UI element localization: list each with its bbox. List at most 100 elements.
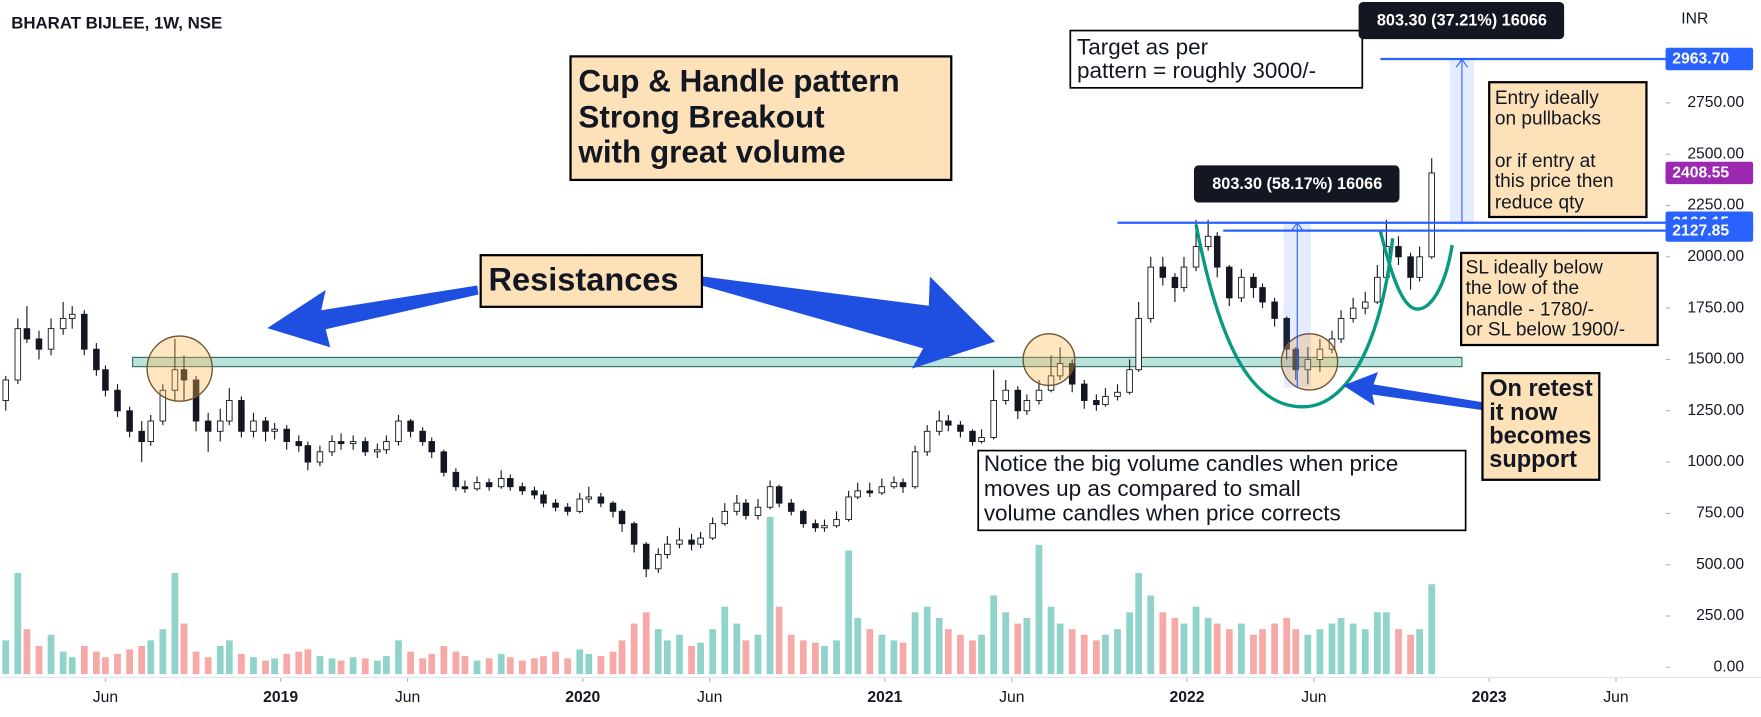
price-label-box: [1665, 219, 1754, 242]
volume-bar: [419, 658, 427, 675]
y-tick-label: 0.00: [1714, 659, 1745, 676]
candle-body: [1395, 246, 1402, 258]
volume-bar: [461, 656, 469, 675]
volume-bar: [1092, 640, 1100, 675]
candle-body: [1159, 266, 1167, 278]
x-tick-label: 2020: [565, 689, 600, 706]
volume-bar: [1292, 629, 1300, 675]
candle-body: [1047, 375, 1055, 391]
note-line: pattern = roughly 3000/-: [1077, 58, 1316, 83]
y-tick-label: 1000.00: [1687, 453, 1744, 470]
volume-bar: [944, 629, 952, 675]
highlight-circle: [146, 335, 213, 402]
volume-bar: [497, 653, 505, 675]
x-tick-label: 2021: [867, 689, 902, 706]
note-line: the low of the: [1466, 278, 1579, 299]
candle-body: [1292, 348, 1300, 371]
candle-body: [821, 525, 828, 529]
x-tick-label: Jun: [395, 689, 420, 706]
volume-bar: [1192, 606, 1200, 675]
candle-body: [349, 441, 357, 445]
volume-bar: [337, 660, 345, 675]
volume-bar: [225, 640, 233, 675]
candle-body: [23, 328, 31, 340]
volume-bar: [328, 658, 336, 675]
candle-body: [957, 424, 964, 432]
candle-body: [1204, 235, 1212, 248]
volume-bar: [1395, 629, 1402, 675]
stop-loss-note: SL ideally below the low of the handle -…: [1460, 251, 1659, 347]
volume-bar: [1328, 623, 1336, 675]
volume-bar: [1225, 629, 1233, 675]
volume-bar: [597, 656, 605, 675]
candle-body: [709, 523, 716, 539]
volume-bar: [138, 646, 146, 675]
volume-bar: [1304, 634, 1312, 675]
volume-bar: [585, 653, 593, 675]
volume-bar: [518, 660, 526, 675]
candle-body: [383, 441, 390, 451]
volume-bar: [733, 623, 741, 675]
x-tick-label: Jun: [697, 689, 722, 706]
volume-bar: [47, 634, 55, 675]
candle-body: [1374, 276, 1381, 303]
volume-bar: [428, 653, 436, 675]
y-tick-label: 1250.00: [1687, 402, 1744, 419]
candle-body: [407, 420, 414, 432]
candle-body: [59, 317, 67, 330]
candle-body: [1147, 266, 1154, 319]
volume-bar: [775, 606, 783, 675]
candle-body: [688, 539, 695, 545]
volume-bar: [630, 623, 638, 675]
volume-bar: [821, 646, 828, 675]
currency-label: INR: [1681, 10, 1708, 27]
volume-bar: [383, 656, 390, 675]
candle-body: [428, 441, 435, 453]
volume-bar: [59, 651, 67, 675]
arrow: [1343, 371, 1483, 411]
candle-body: [564, 506, 571, 512]
candle-body: [328, 441, 336, 453]
chart-title: BHARAT BIJLEE, 1W, NSE: [11, 13, 222, 32]
cup-curve: [1194, 224, 1395, 409]
volume-bar: [1416, 629, 1423, 675]
note-line: On retest: [1489, 375, 1593, 401]
volume-bar: [1171, 617, 1179, 675]
candle-body: [1283, 317, 1290, 350]
volume-bar: [373, 660, 381, 675]
candle-body: [1271, 301, 1278, 319]
note-line: Strong Breakout: [578, 100, 825, 135]
volume-bar: [361, 658, 369, 675]
candle-body: [754, 506, 762, 516]
y-tick-label: 750.00: [1696, 505, 1744, 522]
volume-bar: [935, 617, 943, 675]
candle-body: [1226, 266, 1233, 299]
arrow: [701, 276, 996, 369]
volume-bar: [787, 634, 795, 675]
candle-body: [68, 313, 76, 319]
volume-bar: [114, 653, 121, 675]
highlight-circle: [1280, 333, 1339, 391]
volume-bar: [957, 634, 964, 675]
candle-body: [138, 430, 145, 443]
volume-bar: [1056, 623, 1064, 675]
candle-body: [1135, 317, 1142, 371]
y-tick-label: 2500.00: [1687, 145, 1744, 162]
volume-bar: [407, 651, 414, 675]
candle-body: [664, 543, 671, 555]
x-tick-label: Jun: [1301, 689, 1326, 706]
candle-body: [14, 328, 22, 381]
volume-bar: [899, 642, 907, 675]
candle-body: [833, 519, 840, 527]
candle-body: [775, 486, 783, 504]
volume-bar: [192, 651, 200, 675]
price-label: 2127.85: [1672, 222, 1729, 239]
note-line: Notice the big volume candles when price: [984, 451, 1398, 476]
volume-bar: [1383, 612, 1390, 675]
candle-body: [1361, 301, 1369, 309]
volume-bar: [654, 629, 662, 675]
candle-body: [374, 449, 381, 453]
candle-body: [295, 441, 303, 447]
candle-body: [497, 478, 505, 488]
candle-body: [1114, 391, 1121, 397]
